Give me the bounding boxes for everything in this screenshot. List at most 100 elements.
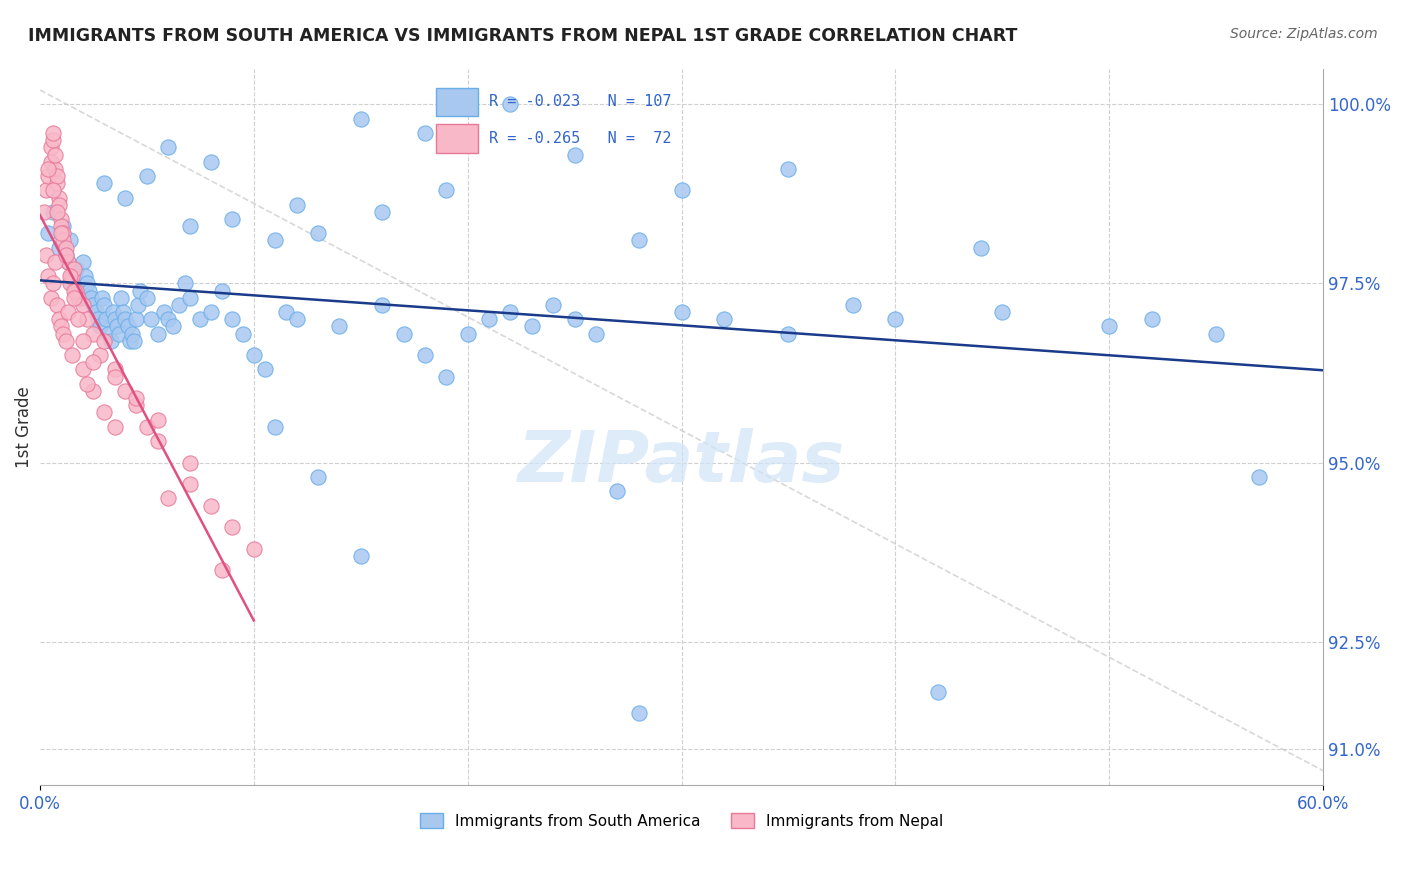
Point <box>56 305 79 319</box>
Point <box>434 369 457 384</box>
Point <box>585 326 607 341</box>
Point <box>56 255 79 269</box>
Point <box>93 298 115 312</box>
Point <box>86 312 108 326</box>
Point <box>117 319 139 334</box>
Point <box>243 348 266 362</box>
Point <box>112 305 135 319</box>
Point <box>72 362 94 376</box>
Point <box>350 112 373 126</box>
Point <box>125 398 148 412</box>
Point <box>76 376 98 391</box>
Point <box>434 183 457 197</box>
Text: R = -0.023   N = 107: R = -0.023 N = 107 <box>489 95 671 110</box>
Point <box>118 334 141 348</box>
Point <box>307 227 329 241</box>
Point <box>713 312 735 326</box>
Point <box>100 334 122 348</box>
Point <box>80 291 103 305</box>
Text: R = -0.265   N =  72: R = -0.265 N = 72 <box>489 130 671 145</box>
Point <box>153 305 176 319</box>
Point <box>77 284 100 298</box>
Point <box>48 197 70 211</box>
Point <box>93 176 115 190</box>
Point <box>42 183 65 197</box>
Point <box>179 456 201 470</box>
Point <box>67 291 90 305</box>
Point <box>67 312 90 326</box>
Y-axis label: 1st Grade: 1st Grade <box>15 386 32 467</box>
Point <box>146 434 169 449</box>
Point <box>285 197 308 211</box>
Point <box>89 348 111 362</box>
Point <box>478 312 501 326</box>
Point <box>55 241 77 255</box>
Point <box>37 227 59 241</box>
Point <box>42 126 65 140</box>
Point <box>52 234 75 248</box>
Point <box>371 298 394 312</box>
Point <box>114 190 136 204</box>
Point <box>991 305 1014 319</box>
Point <box>39 154 62 169</box>
Point <box>69 291 91 305</box>
Point <box>413 348 436 362</box>
Point <box>35 183 58 197</box>
Point <box>73 269 96 284</box>
Point <box>76 312 98 326</box>
Point <box>37 269 59 284</box>
Point <box>157 140 180 154</box>
Point <box>541 298 564 312</box>
Point <box>392 326 415 341</box>
Point <box>46 169 69 183</box>
Point <box>82 298 104 312</box>
Point <box>499 305 522 319</box>
Point <box>274 305 297 319</box>
Point <box>125 312 148 326</box>
Point <box>51 219 73 234</box>
Point <box>1140 312 1163 326</box>
Point <box>46 176 69 190</box>
Point <box>96 312 118 326</box>
Point <box>285 312 308 326</box>
FancyBboxPatch shape <box>436 88 478 116</box>
Point <box>146 326 169 341</box>
Point <box>104 369 127 384</box>
Point <box>44 147 66 161</box>
Text: Source: ZipAtlas.com: Source: ZipAtlas.com <box>1230 27 1378 41</box>
Point <box>778 161 800 176</box>
Point <box>65 262 87 277</box>
Point <box>157 491 180 506</box>
Point <box>520 319 543 334</box>
Text: ZIPatlas: ZIPatlas <box>517 428 845 497</box>
Point <box>264 234 287 248</box>
Point <box>122 334 145 348</box>
Point <box>46 204 69 219</box>
Point <box>32 204 55 219</box>
Point <box>350 549 373 563</box>
Point <box>179 477 201 491</box>
Point <box>63 269 86 284</box>
Point <box>44 161 66 176</box>
Point <box>129 284 152 298</box>
Point <box>63 284 86 298</box>
Point <box>884 312 907 326</box>
Point <box>232 326 254 341</box>
Point <box>135 419 157 434</box>
Point <box>1098 319 1121 334</box>
Point <box>188 312 211 326</box>
Point <box>264 419 287 434</box>
Point <box>37 169 59 183</box>
Point <box>328 319 350 334</box>
Point <box>60 277 83 291</box>
Point <box>1247 470 1270 484</box>
Point <box>72 334 94 348</box>
Point <box>1205 326 1227 341</box>
Point <box>778 326 800 341</box>
Point <box>42 204 65 219</box>
Point <box>67 284 90 298</box>
Point <box>141 312 163 326</box>
Point <box>104 312 127 326</box>
Point <box>174 277 197 291</box>
Point <box>104 419 127 434</box>
